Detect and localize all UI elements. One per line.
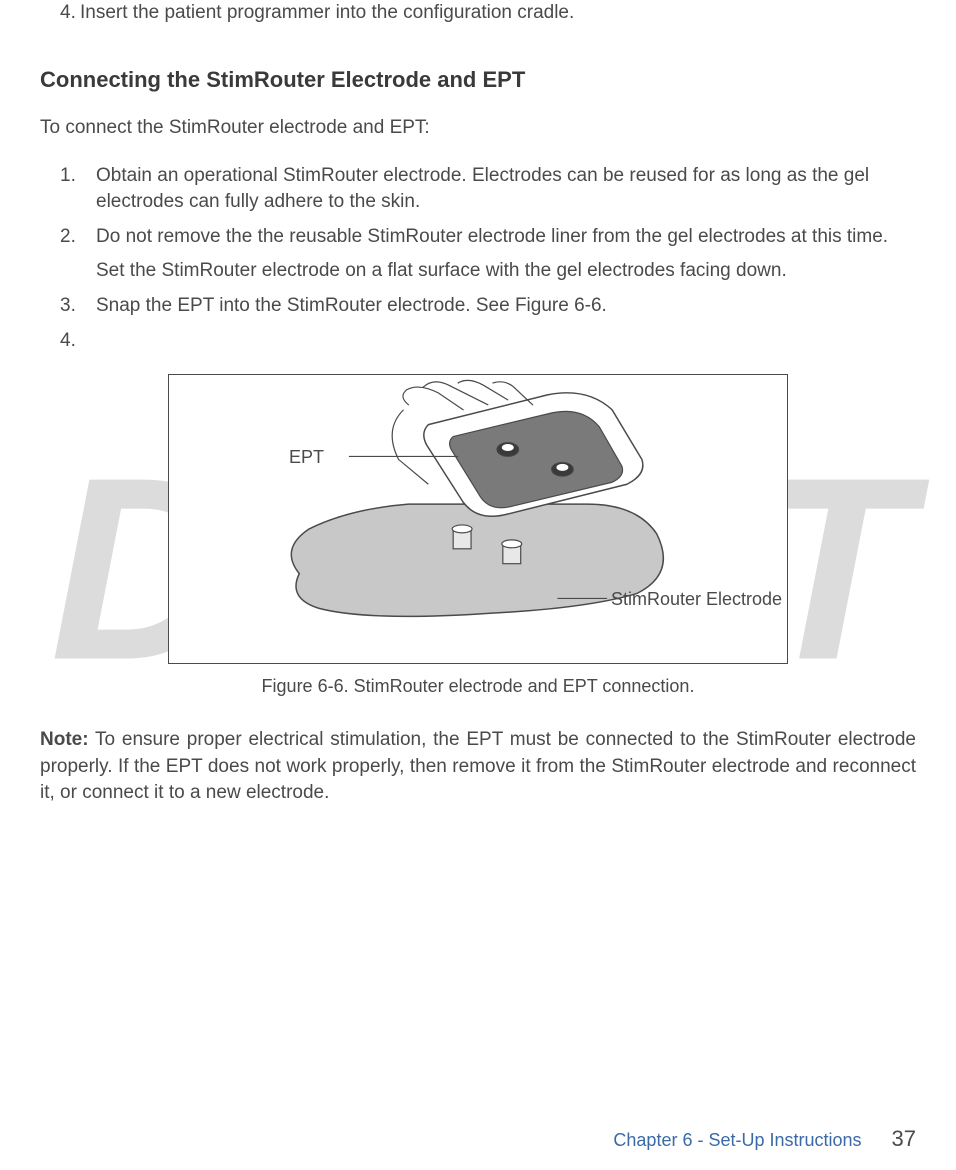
page-footer: Chapter 6 - Set-Up Instructions 37 (613, 1126, 916, 1152)
note-text: To ensure proper electrical stimulation,… (40, 729, 916, 803)
figure-caption: Figure 6-6. StimRouter electrode and EPT… (40, 676, 916, 697)
list-subtext: Set the StimRouter electrode on a flat s… (96, 258, 916, 285)
list-item: 3. Snap the EPT into the StimRouter elec… (60, 293, 916, 320)
list-text (96, 328, 916, 355)
leading-list-item: 4. Insert the patient programmer into th… (40, 0, 916, 27)
figure-label-ept: EPT (289, 447, 324, 468)
figure-box: EPT StimRouter Electrode (168, 374, 788, 664)
figure-label-electrode: StimRouter Electrode (611, 589, 782, 610)
section-heading: Connecting the StimRouter Electrode and … (40, 67, 916, 93)
figure-illustration (169, 375, 787, 663)
list-text: Obtain an operational StimRouter electro… (96, 163, 916, 216)
steps-list: 1. Obtain an operational StimRouter elec… (40, 163, 916, 355)
list-text-main: Do not remove the the reusable StimRoute… (96, 226, 888, 247)
chapter-label: Chapter 6 - Set-Up Instructions (613, 1130, 861, 1151)
list-text: Snap the EPT into the StimRouter electro… (96, 293, 916, 320)
list-text: Insert the patient programmer into the c… (80, 0, 574, 27)
list-number: 2. (60, 224, 96, 285)
page-number: 37 (892, 1126, 916, 1152)
list-number: 4. (60, 328, 96, 355)
page-content: 4. Insert the patient programmer into th… (40, 0, 916, 807)
list-number: 3. (60, 293, 96, 320)
list-item: 1. Obtain an operational StimRouter elec… (60, 163, 916, 216)
list-number: 4. (40, 0, 80, 27)
list-number: 1. (60, 163, 96, 216)
note-label: Note: (40, 729, 89, 750)
note-paragraph: Note: To ensure proper electrical stimul… (40, 727, 916, 807)
intro-text: To connect the StimRouter electrode and … (40, 117, 916, 139)
list-item: 4. (60, 328, 916, 355)
list-text: Do not remove the the reusable StimRoute… (96, 224, 916, 285)
list-item: 2. Do not remove the the reusable StimRo… (60, 224, 916, 285)
